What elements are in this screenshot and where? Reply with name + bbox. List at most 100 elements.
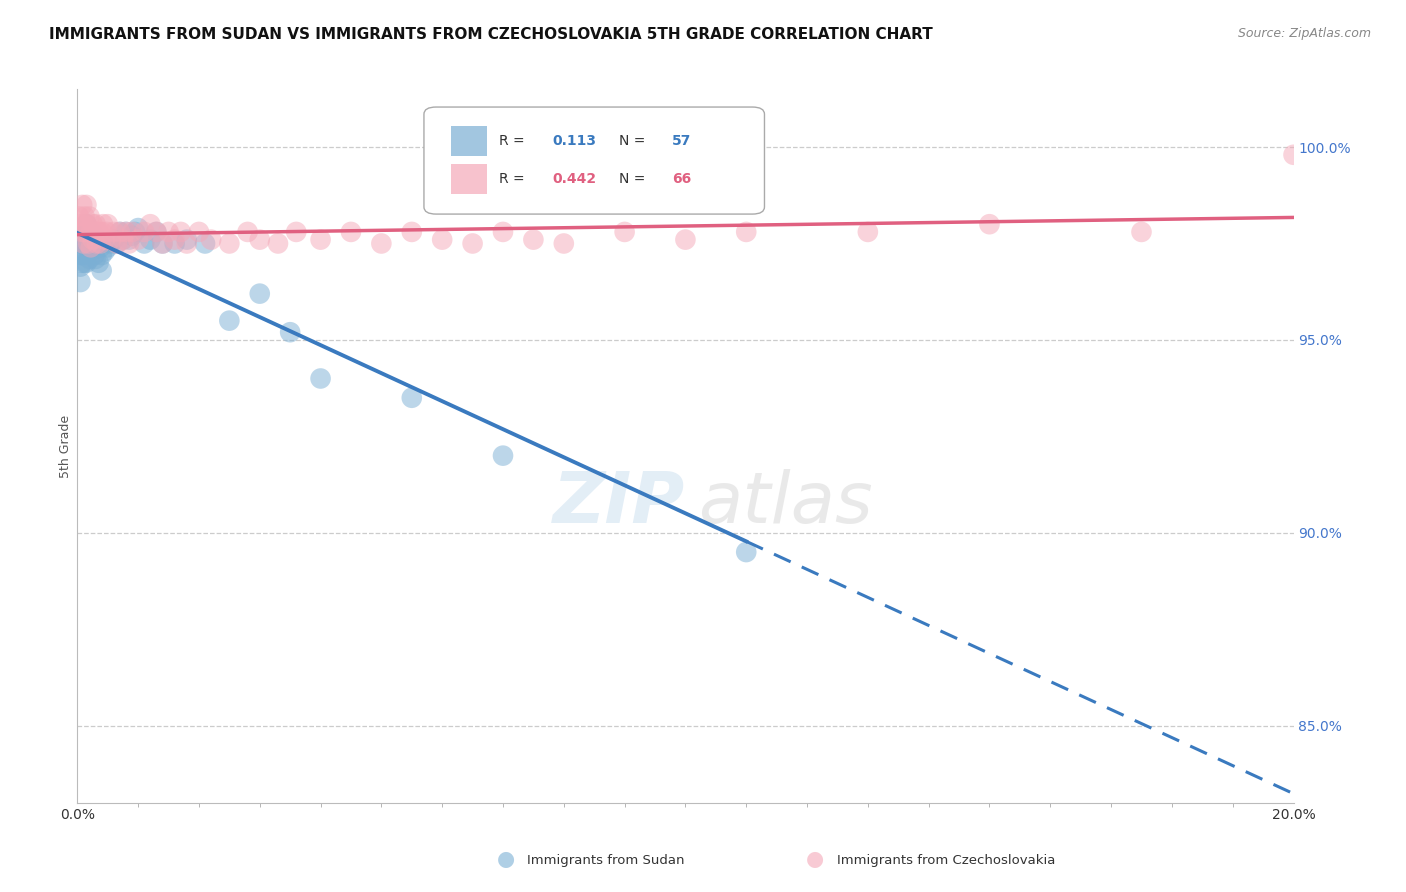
Point: [163, 233, 186, 247]
Point: [72, 248, 94, 262]
Point: [82, 217, 104, 231]
Point: [461, 236, 484, 251]
Point: [80, 244, 103, 259]
Point: [340, 225, 363, 239]
Point: [67, 210, 90, 224]
Text: Immigrants from Czechoslovakia: Immigrants from Czechoslovakia: [837, 855, 1054, 867]
Point: [249, 286, 271, 301]
Bar: [451, 126, 488, 155]
Point: [70, 225, 93, 239]
Point: [93, 233, 115, 247]
Point: [83, 228, 105, 243]
Point: [118, 233, 141, 247]
Point: [152, 236, 174, 251]
Point: [91, 217, 114, 231]
Point: [73, 236, 96, 251]
Point: [401, 225, 423, 239]
Text: ●: ●: [498, 849, 515, 869]
Point: [127, 233, 149, 247]
Text: R =: R =: [499, 172, 529, 186]
Point: [87, 256, 110, 270]
Point: [73, 256, 96, 270]
Point: [285, 225, 308, 239]
Point: [249, 233, 271, 247]
Point: [236, 225, 259, 239]
Point: [108, 225, 131, 239]
Point: [70, 236, 93, 251]
Point: [75, 198, 97, 212]
Text: 66: 66: [672, 172, 692, 186]
Point: [75, 236, 97, 251]
Point: [267, 236, 290, 251]
Point: [75, 217, 97, 231]
Point: [856, 225, 879, 239]
Point: [69, 275, 91, 289]
Point: [115, 225, 138, 239]
Text: IMMIGRANTS FROM SUDAN VS IMMIGRANTS FROM CZECHOSLOVAKIA 5TH GRADE CORRELATION CH: IMMIGRANTS FROM SUDAN VS IMMIGRANTS FROM…: [49, 27, 934, 42]
Point: [69, 260, 91, 274]
Point: [115, 225, 138, 239]
Point: [75, 256, 97, 270]
Point: [79, 252, 101, 266]
Point: [111, 233, 134, 247]
Text: N =: N =: [619, 172, 650, 186]
Point: [79, 210, 101, 224]
Point: [80, 240, 103, 254]
Point: [82, 236, 104, 251]
Text: R =: R =: [499, 134, 529, 147]
Point: [80, 225, 103, 239]
Point: [309, 233, 332, 247]
Point: [75, 217, 97, 231]
Text: ●: ●: [807, 849, 824, 869]
Point: [69, 236, 91, 251]
Point: [72, 217, 94, 231]
Point: [73, 210, 96, 224]
Point: [105, 236, 128, 251]
Point: [139, 233, 162, 247]
Point: [278, 325, 301, 339]
Bar: [451, 164, 488, 194]
Point: [103, 233, 125, 247]
Point: [309, 371, 332, 385]
Point: [735, 225, 758, 239]
Point: [194, 236, 217, 251]
Point: [70, 256, 93, 270]
Point: [79, 233, 101, 247]
Point: [72, 233, 94, 247]
Point: [218, 236, 240, 251]
Point: [70, 198, 93, 212]
Point: [163, 236, 186, 251]
Point: [522, 233, 544, 247]
Point: [80, 225, 103, 239]
Point: [89, 240, 111, 254]
Point: [87, 236, 110, 251]
Point: [96, 225, 118, 239]
Point: [90, 225, 112, 239]
Point: [1130, 225, 1153, 239]
Text: N =: N =: [619, 134, 650, 147]
Text: atlas: atlas: [697, 468, 872, 538]
Point: [86, 236, 108, 251]
Point: [200, 233, 222, 247]
Point: [157, 225, 180, 239]
Point: [77, 244, 100, 259]
Y-axis label: 5th Grade: 5th Grade: [59, 415, 72, 477]
Point: [87, 225, 110, 239]
Point: [492, 449, 515, 463]
Point: [103, 225, 125, 239]
Point: [124, 225, 146, 239]
Point: [82, 233, 104, 247]
Point: [145, 225, 167, 239]
Point: [170, 225, 193, 239]
Point: [84, 252, 107, 266]
Text: Source: ZipAtlas.com: Source: ZipAtlas.com: [1237, 27, 1371, 40]
Point: [613, 225, 636, 239]
Point: [218, 313, 240, 327]
Point: [121, 228, 143, 243]
Point: [401, 391, 423, 405]
Point: [127, 221, 149, 235]
Point: [84, 217, 107, 231]
Point: [108, 225, 131, 239]
Point: [83, 248, 105, 262]
Point: [176, 236, 198, 251]
